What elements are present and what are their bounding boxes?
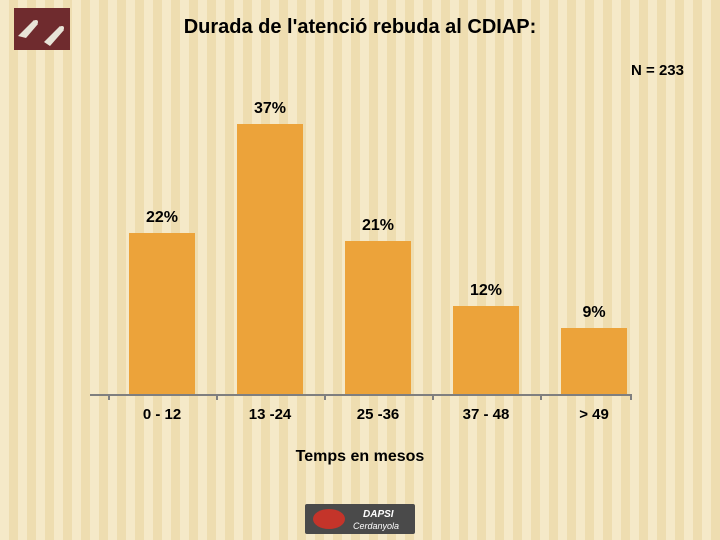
x-label: 25 -36	[357, 406, 400, 423]
bar-0: 22%	[129, 209, 195, 394]
bar-chart: 22% 37% 21% 12% 9% 0 - 12 13 -24 25 -36 37 - 48…	[90, 96, 630, 426]
footer-logo: DAPSI Cerdanyola	[305, 504, 415, 534]
bar-1: 37%	[237, 100, 303, 394]
bar-rect	[561, 328, 627, 394]
bar-3: 12%	[453, 282, 519, 394]
x-axis-title: Temps en mesos	[0, 448, 720, 466]
axis-tick	[630, 394, 632, 400]
bar-rect	[237, 124, 303, 394]
bar-rect	[129, 233, 195, 394]
bar-value-label: 9%	[582, 304, 605, 322]
bar-value-label: 22%	[146, 209, 178, 227]
x-label: > 49	[579, 406, 609, 423]
bar-rect	[453, 306, 519, 394]
bar-4: 9%	[561, 304, 627, 394]
bar-2: 21%	[345, 217, 411, 394]
bar-rect	[345, 241, 411, 394]
plot-area: 22% 37% 21% 12% 9%	[90, 96, 630, 396]
x-label: 37 - 48	[463, 406, 510, 423]
x-label: 0 - 12	[143, 406, 181, 423]
bar-value-label: 37%	[254, 100, 286, 118]
footer-logo-text-top: DAPSI	[363, 509, 394, 520]
x-axis-labels: 0 - 12 13 -24 25 -36 37 - 48 > 49	[90, 396, 630, 426]
bar-value-label: 21%	[362, 217, 394, 235]
bar-value-label: 12%	[470, 282, 502, 300]
sample-size: N = 233	[631, 62, 684, 79]
x-label: 13 -24	[249, 406, 292, 423]
chart-title: Durada de l'atenció rebuda al CDIAP:	[0, 16, 720, 39]
footer-logo-text-bottom: Cerdanyola	[353, 521, 399, 531]
